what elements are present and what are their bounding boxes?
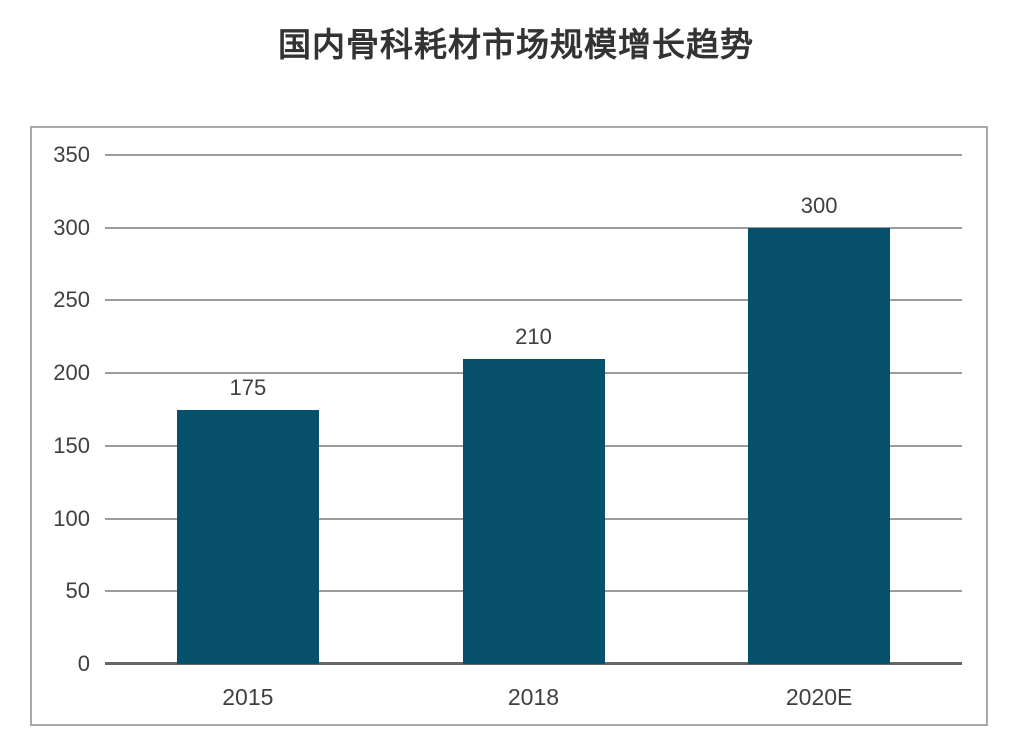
y-tick-label: 0 [77,651,90,676]
y-axis-labels: 0 50 100 150 200 250 300 350 [32,143,90,676]
chart-frame: 0 50 100 150 200 250 300 350 175 210 300 2015 2018… [30,126,988,726]
x-tick-label: 2015 [222,684,274,710]
bar-value-label: 300 [800,192,838,218]
bar-2020E [748,227,891,664]
bar-value-label: 175 [229,374,267,400]
y-tick-label: 250 [53,287,90,313]
y-tick-label: 100 [53,505,90,531]
y-tick-label: 350 [53,142,90,167]
y-tick-label: 50 [65,578,90,604]
bar-2018 [462,358,605,664]
x-tick-label: 2018 [507,684,560,710]
gridline [105,154,962,156]
gridline [105,299,962,302]
plot-area: 175 210 300 [105,154,962,665]
gridline [105,226,962,229]
y-tick-label: 150 [53,432,90,458]
x-tick-label: 2020E [785,684,853,710]
y-tick-label: 300 [53,214,90,240]
x-axis-labels: 2015 2018 2020E [105,684,962,714]
y-tick-label: 200 [53,360,90,386]
bar-2015 [176,409,319,664]
bar-value-label: 210 [515,323,552,349]
chart-title: 国内骨科耗材市场规模增长趋势 [278,26,754,63]
